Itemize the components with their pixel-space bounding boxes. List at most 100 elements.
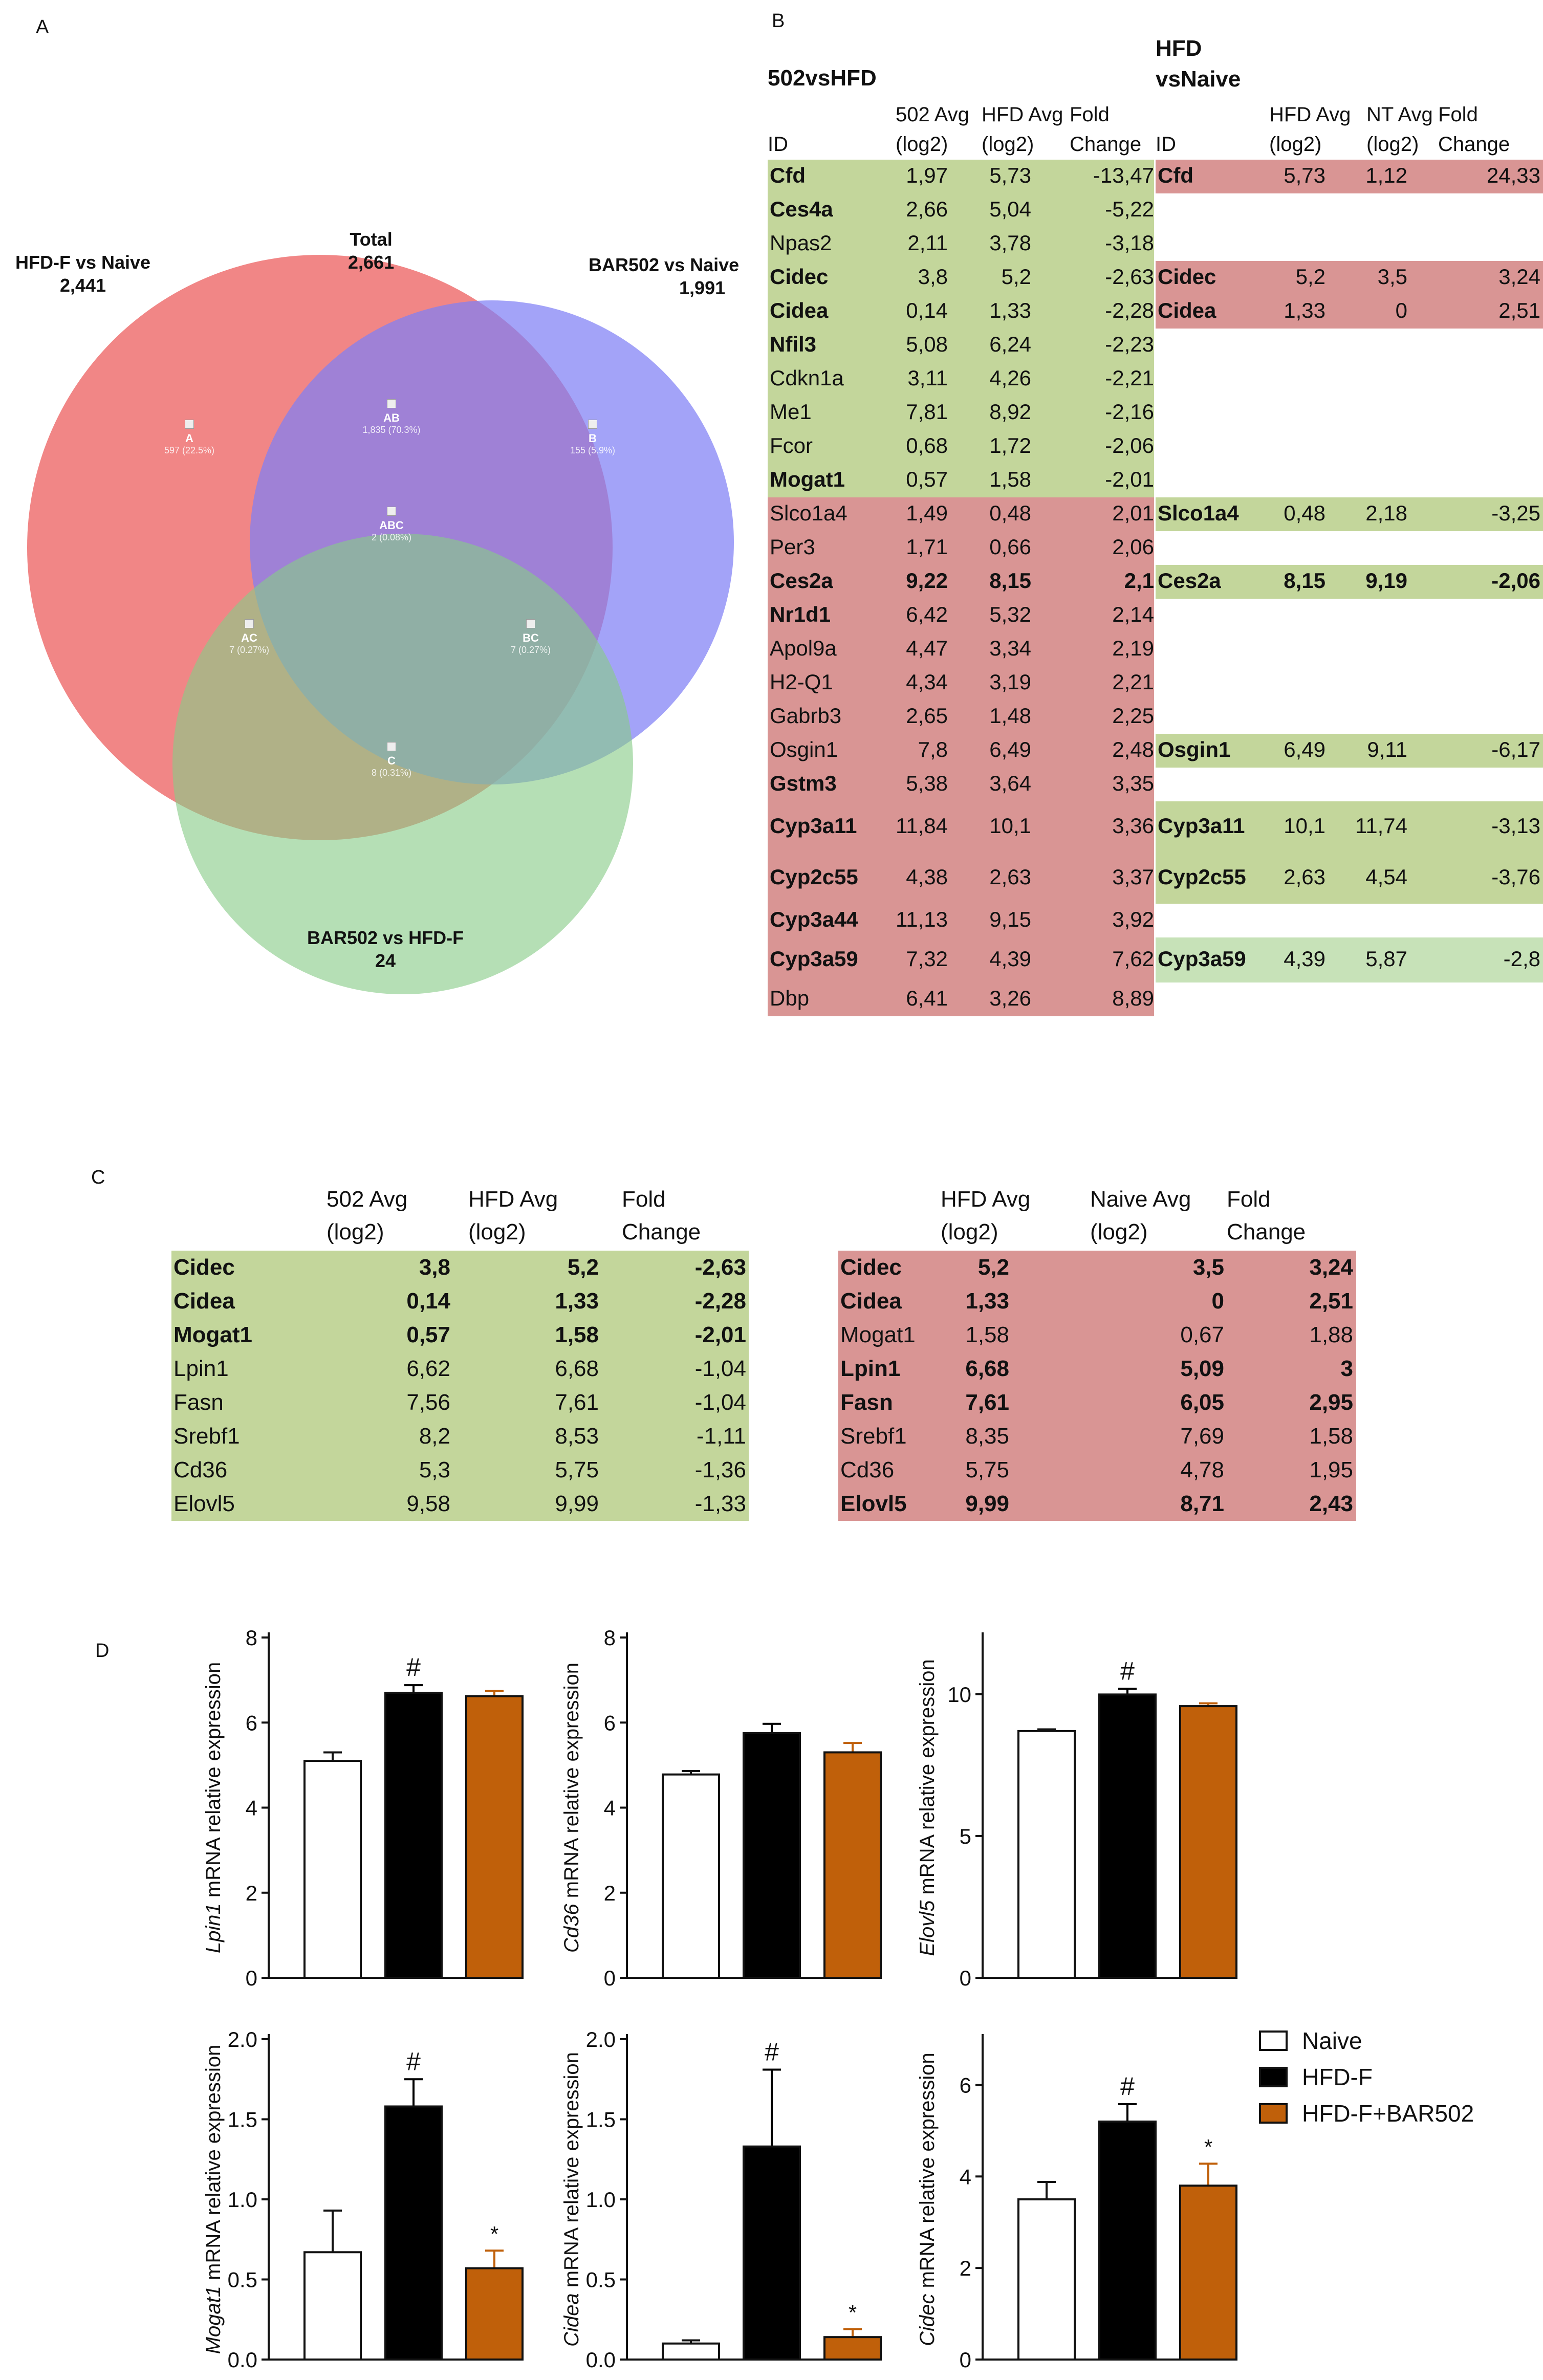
table-b-left-502avg-header: 502 Avg (log2)	[896, 103, 969, 156]
table-c-right-hfdavg-header: HFD Avg (log2)	[941, 1187, 1031, 1244]
table-c-right-value: 4,78	[1180, 1457, 1224, 1482]
table-b-left-row-bg	[768, 768, 1154, 801]
table-c-left-value: 9,99	[555, 1491, 599, 1516]
table-c-right-value: 5,75	[965, 1457, 1009, 1482]
table-b-left-row-bg	[768, 565, 1154, 599]
table-b-gene-id: Npas2	[770, 231, 832, 255]
table-c-left-value: 6,68	[555, 1356, 599, 1381]
venn-label-bar502-vs-naive: BAR502 vs Naive 1,991	[589, 254, 740, 298]
table-b-value: 9,15	[989, 907, 1031, 931]
y-tick-label: 2.0	[586, 2027, 616, 2051]
table-b-value: 0,14	[906, 298, 948, 322]
bar-hfd-f	[1098, 2120, 1157, 2361]
table-c-right-value: 7,61	[965, 1390, 1009, 1415]
table-b-value: 1,33	[989, 298, 1031, 322]
venn-label-hfd-vs-naive: HFD-F vs Naive 2,441	[15, 252, 151, 296]
y-tick-label: 10	[947, 1683, 971, 1707]
table-b-left-row-bg	[768, 227, 1154, 261]
table-c-left-value: 7,61	[555, 1390, 599, 1415]
table-c-right-value: 2,43	[1309, 1491, 1353, 1516]
bar-naive	[303, 1760, 362, 1979]
table-b-right-row-bg	[1156, 853, 1543, 904]
table-c-left-gene-id: Cidec	[173, 1255, 235, 1280]
table-b-value: 7,32	[906, 947, 948, 971]
table-b-left-row-bg	[768, 295, 1154, 329]
table-b-value: -3,18	[1105, 231, 1154, 255]
table-b-value: 2,1	[1124, 569, 1154, 593]
venn-region-count: 597 (22.5%)	[164, 445, 215, 455]
legend-item-hfd: HFD-F	[1259, 2062, 1373, 2092]
table-b-right-row-bg	[1156, 160, 1543, 193]
table-c-left-value: -1,11	[696, 1424, 746, 1449]
panel-c-letter: C	[91, 1167, 105, 1188]
y-axis-label: Cd36 mRNA relative expression	[560, 1663, 583, 1953]
table-b-right-value: 2,18	[1365, 501, 1407, 525]
table-b-gene-id: Cyp3a11	[770, 814, 857, 838]
table-b-left-row-bg	[768, 497, 1154, 531]
y-axis-label-suffix: mRNA relative expression	[560, 1663, 583, 1904]
table-b-right-gene-id: Cidea	[1158, 298, 1216, 322]
table-b-value: 10,1	[989, 814, 1031, 838]
table-c-right-naiveavg-header: Naive Avg (log2)	[1090, 1187, 1191, 1244]
bar-naive	[662, 1773, 720, 1979]
table-b-gene-id: Cyp3a44	[770, 907, 858, 931]
table-c-left-gene-id: Cidea	[173, 1289, 235, 1314]
significance-mark: *	[1204, 2135, 1212, 2159]
table-b-right-gene-id: Ces2a	[1158, 569, 1221, 593]
table-b-value: 2,01	[1112, 501, 1154, 525]
venn-circle-c	[172, 534, 633, 994]
table-b-right-row-bg	[1156, 261, 1543, 295]
table-b-right-value: 11,74	[1355, 814, 1407, 838]
venn-region-count: 2 (0.08%)	[371, 532, 412, 542]
venn-region-ab: AB 1,835 (70.3%)	[340, 399, 443, 435]
table-b-gene-id: Ces2a	[770, 569, 833, 593]
table-b-value: 3,8	[918, 265, 948, 289]
table-b-value: 3,11	[907, 366, 948, 390]
table-b-left-row-bg	[768, 531, 1154, 565]
venn-region-marker-icon	[387, 507, 396, 516]
venn-region-abc: ABC 2 (0.08%)	[340, 507, 443, 543]
table-b-value: 2,11	[907, 231, 948, 255]
table-c-left-value: -1,04	[694, 1390, 746, 1415]
table-b-value: 9,22	[906, 569, 948, 593]
y-tick-label: 1.5	[228, 2108, 257, 2132]
table-c-right-value: 0	[1211, 1289, 1224, 1314]
table-b-value: 8,15	[989, 569, 1031, 593]
table-b-gene-id: Dbp	[770, 986, 810, 1010]
venn-region-name: B	[589, 432, 597, 445]
table-b-right-gene-id: Cyp2c55	[1158, 865, 1246, 889]
table-c-right-gene-id: Mogat1	[840, 1322, 916, 1347]
table-b-gene-id: Nr1d1	[770, 602, 831, 626]
legend-swatch-hfd	[1259, 2067, 1288, 2087]
bar-naive	[1017, 1730, 1076, 1979]
table-b-value: 6,42	[906, 602, 948, 626]
table-b-value: 2,65	[906, 704, 948, 728]
table-b-value: 6,41	[906, 986, 948, 1010]
table-c-left-gene-id: Srebf1	[173, 1424, 240, 1449]
table-b-right-value: 5,73	[1284, 163, 1325, 187]
table-b-left-row-bg	[768, 937, 1154, 982]
table-b-value: -2,28	[1105, 298, 1154, 322]
venn-region-name: BC	[523, 631, 539, 644]
table-c-left-value: -2,01	[694, 1322, 746, 1347]
panel-a-letter: A	[36, 16, 49, 38]
bar-hfd-f-bar502	[465, 2267, 524, 2361]
table-c-right-value: 6,05	[1180, 1390, 1224, 1415]
table-b-value: 1,72	[989, 433, 1031, 457]
table-b-right-value: -2,8	[1503, 947, 1540, 971]
table-b-value: 1,58	[989, 467, 1031, 491]
table-c-left-value: 1,33	[555, 1289, 599, 1314]
table-b-right-value: -2,06	[1491, 569, 1540, 593]
y-tick-label: 2	[604, 1881, 616, 1905]
table-c-right-value: 5,09	[1180, 1356, 1224, 1381]
table-c-left-value: 0,14	[406, 1289, 450, 1314]
table-b-value: 3,34	[989, 636, 1031, 660]
table-b-right-title-1: HFD	[1156, 36, 1202, 61]
table-c-left-value: -2,28	[694, 1289, 746, 1314]
table-b-left-row-bg	[768, 734, 1154, 768]
table-b-value: 0,48	[989, 501, 1031, 525]
table-c-right-gene-id: Cidec	[840, 1255, 902, 1280]
bar-hfd-f-bar502	[465, 1695, 524, 1979]
y-tick-label: 8	[604, 1626, 616, 1650]
table-c-right-value: 5,2	[977, 1255, 1009, 1280]
